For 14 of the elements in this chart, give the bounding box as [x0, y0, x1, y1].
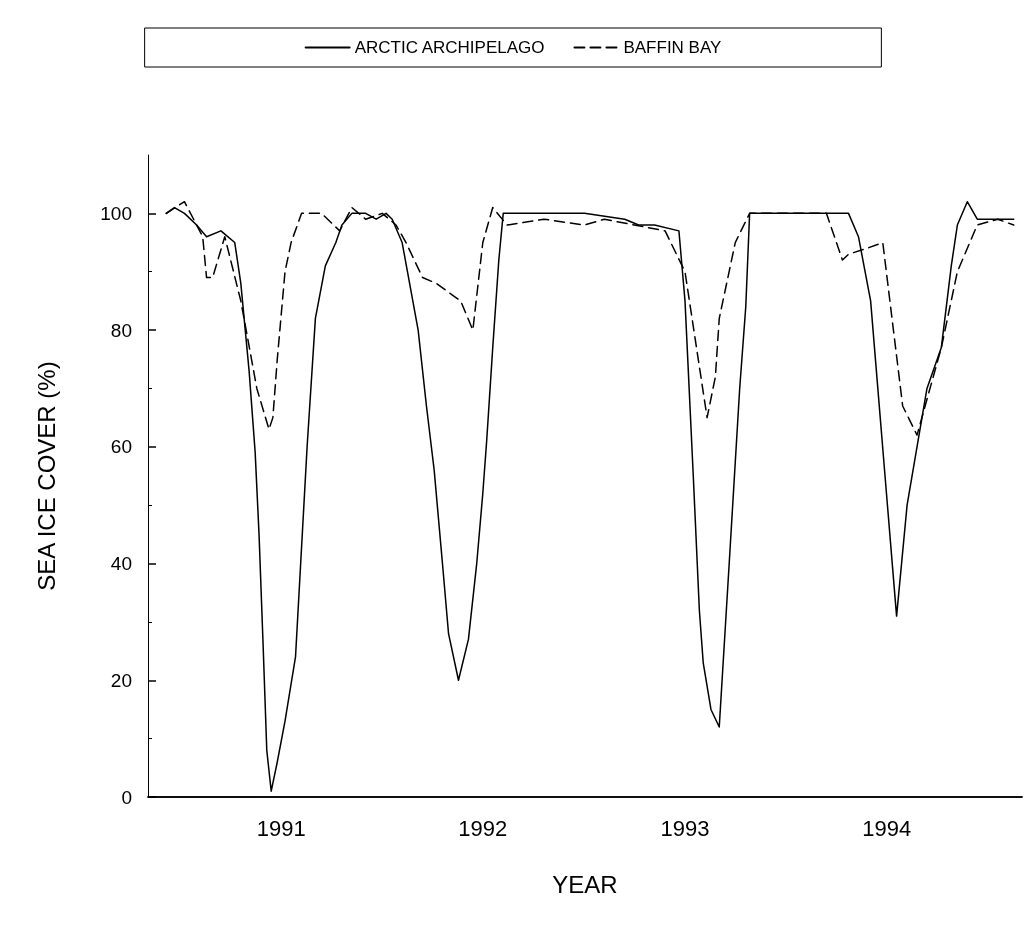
x-axis-title: YEAR	[552, 870, 618, 898]
y-tick-label: 0	[121, 786, 132, 808]
y-tick-label: 60	[110, 436, 132, 458]
x-tick-label: 1994	[862, 815, 912, 841]
x-tick-label: 1993	[660, 815, 710, 841]
y-axis-title: SEA ICE COVER (%)	[32, 361, 60, 591]
legend-label: BAFFIN BAY	[623, 38, 722, 57]
x-tick-label: 1992	[458, 815, 508, 841]
y-tick-label: 100	[100, 202, 132, 224]
y-tick-label: 80	[110, 319, 132, 341]
y-tick-label: 20	[110, 669, 132, 691]
y-tick-label: 40	[110, 553, 132, 575]
x-tick-label: 1991	[256, 815, 306, 841]
legend-label: ARCTIC ARCHIPELAGO	[354, 38, 545, 57]
